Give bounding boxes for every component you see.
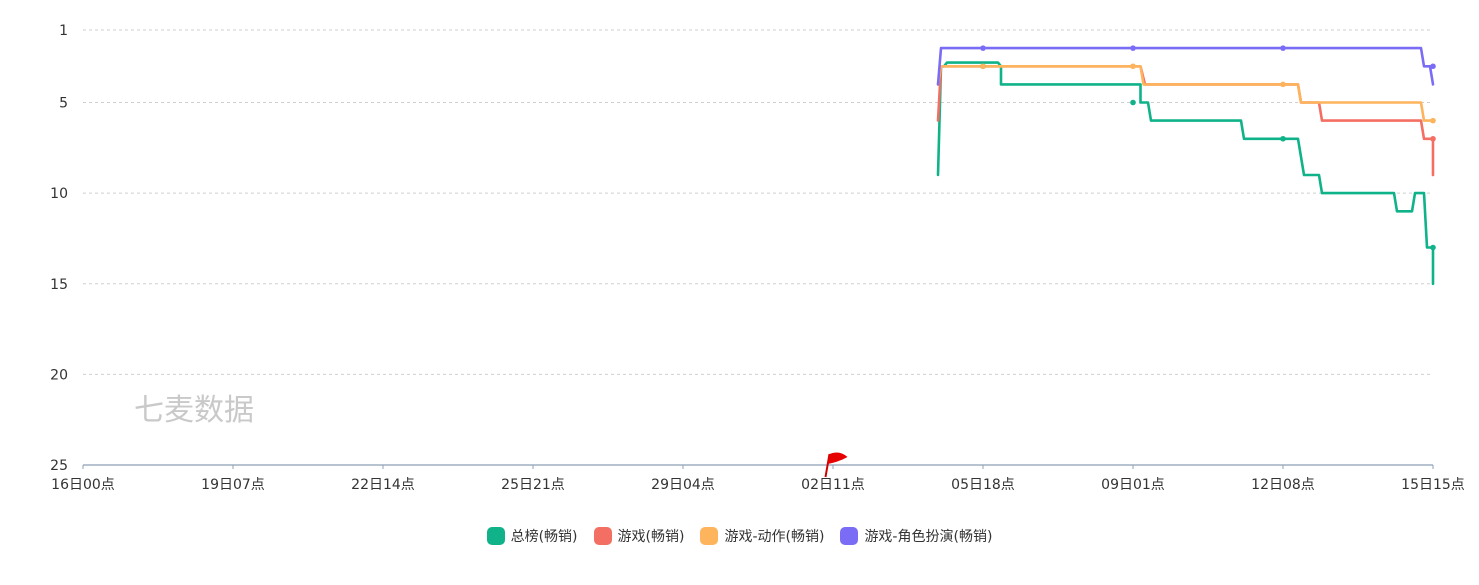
x-axis: 16日00点 19日07点 22日14点 25日21点 29日04点 02日11点 05日1… — [51, 464, 1465, 493]
data-point — [1130, 45, 1136, 51]
y-tick-label: 20 — [50, 367, 68, 383]
legend-item-2[interactable]: 游戏-动作(畅销) — [700, 526, 824, 546]
legend-swatch — [486, 527, 505, 545]
data-point — [1130, 99, 1136, 106]
data-point — [1430, 244, 1436, 251]
data-point — [980, 45, 986, 51]
x-tick-label: 22日14点 — [351, 477, 415, 493]
watermark-text: 七麦数据 — [134, 393, 254, 428]
x-tick-label: 12日08点 — [1251, 477, 1315, 493]
x-tick-label: 25日21点 — [501, 477, 565, 493]
legend-swatch — [593, 527, 612, 545]
x-tick-label: 19日07点 — [201, 477, 265, 493]
marker-layer — [980, 45, 1436, 251]
x-tick-label: 16日00点 — [51, 477, 115, 493]
legend-item-1[interactable]: 游戏(畅销) — [593, 526, 685, 546]
data-point — [1280, 81, 1286, 88]
legend: 总榜(畅销) 游戏(畅销) 游戏-动作(畅销) 游戏-角色扮演(畅销) — [0, 526, 1479, 546]
data-point — [1430, 63, 1436, 70]
data-point — [1280, 45, 1286, 51]
legend-swatch — [840, 527, 859, 545]
event-flag-icon[interactable] — [824, 452, 848, 478]
x-tick-label: 09日01点 — [1101, 477, 1165, 493]
y-tick-label: 5 — [59, 96, 68, 112]
legend-label: 游戏-角色扮演(畅销) — [864, 529, 993, 545]
data-point — [1430, 117, 1436, 124]
y-tick-label: 15 — [50, 277, 68, 293]
data-point — [1430, 135, 1436, 142]
y-tick-label: 25 — [50, 458, 68, 474]
legend-item-0[interactable]: 总榜(畅销) — [486, 526, 578, 546]
x-tick-label: 02日11点 — [801, 477, 865, 493]
data-point — [1130, 63, 1136, 70]
x-tick-label: 15日15点 — [1401, 477, 1465, 493]
legend-label: 游戏-动作(畅销) — [724, 529, 825, 545]
legend-label: 总榜(畅销) — [510, 529, 578, 545]
series-line-2 — [936, 65, 1435, 122]
legend-item-3[interactable]: 游戏-角色扮演(畅销) — [840, 526, 992, 546]
series-line-0 — [936, 61, 1435, 286]
y-tick-label: 10 — [50, 186, 68, 202]
data-point — [980, 63, 986, 70]
legend-swatch — [700, 527, 719, 545]
y-tick-label: 1 — [59, 23, 68, 39]
x-tick-label: 05日18点 — [951, 477, 1015, 493]
flag-cloth — [827, 452, 848, 464]
grid-layer — [83, 29, 1433, 375]
series-layer — [936, 46, 1435, 286]
legend-label: 游戏(畅销) — [617, 529, 685, 545]
data-point — [1280, 135, 1286, 142]
x-tick-label: 29日04点 — [651, 477, 715, 493]
